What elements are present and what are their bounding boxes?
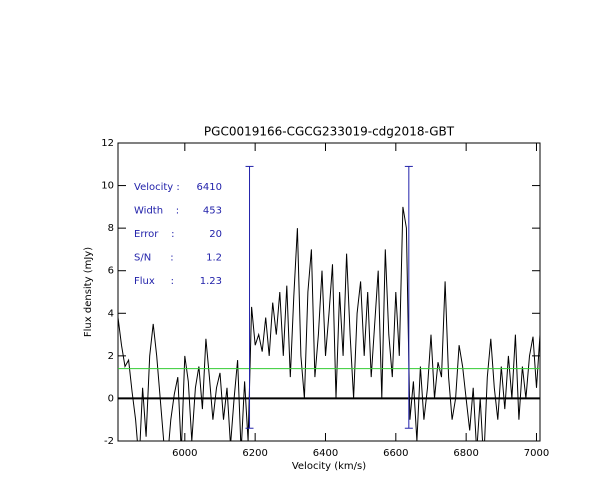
x-tick-label: 6400	[313, 448, 338, 459]
x-tick-label: 6200	[242, 448, 267, 459]
x-tick-label: 6600	[383, 448, 408, 459]
annotation-label: Width :	[134, 206, 179, 217]
annotation-label: Flux :	[134, 276, 174, 287]
y-tick-label: 4	[108, 308, 114, 319]
y-tick-label: 2	[108, 351, 114, 362]
y-tick-label: 0	[108, 393, 114, 404]
y-tick-label: 8	[108, 223, 114, 234]
x-axis-label: Velocity (km/s)	[292, 461, 366, 472]
annotation-label: S/N :	[134, 253, 174, 264]
y-tick-label: -2	[104, 436, 114, 447]
x-tick-label: 6000	[172, 448, 197, 459]
x-tick-label: 7000	[524, 448, 549, 459]
spectrum-line	[118, 206, 540, 441]
y-tick-label: 12	[101, 138, 114, 149]
chart-title: PGC0019166-CGCG233019-cdg2018-GBT	[204, 125, 455, 139]
annotation-label: Error :	[134, 229, 174, 240]
plot-frame	[117, 142, 541, 442]
y-axis-label: Flux density (mJy)	[83, 247, 94, 337]
y-tick-label: 10	[101, 181, 114, 192]
annotation-value: 1.2	[206, 253, 222, 264]
x-tick-label: 6800	[453, 448, 478, 459]
annotation-value: 453	[203, 206, 222, 217]
annotation-value: 6410	[197, 182, 222, 193]
annotation-value: 20	[209, 229, 222, 240]
y-tick-label: 6	[108, 266, 114, 277]
annotation-value: 1.23	[200, 276, 222, 287]
annotation-label: Velocity :	[134, 182, 180, 193]
